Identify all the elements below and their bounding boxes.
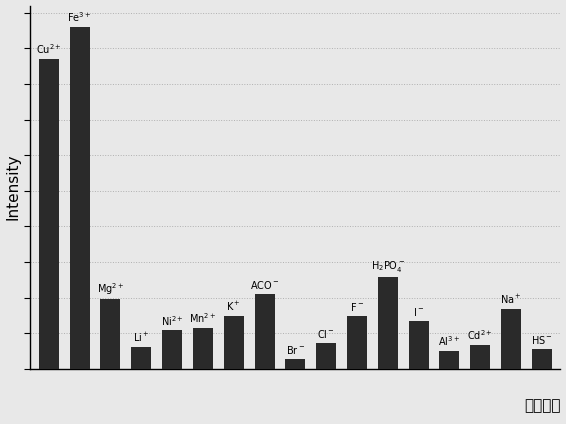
Bar — [316, 343, 336, 369]
Bar — [532, 349, 552, 369]
Bar — [409, 321, 428, 369]
Bar — [70, 27, 89, 369]
Text: Mg$^{2+}$: Mg$^{2+}$ — [97, 281, 124, 296]
Text: ACO$^-$: ACO$^-$ — [250, 279, 280, 291]
Bar — [162, 330, 182, 369]
Text: Cl$^-$: Cl$^-$ — [317, 328, 335, 340]
Text: Ni$^{2+}$: Ni$^{2+}$ — [161, 314, 183, 327]
Text: Cd$^{2+}$: Cd$^{2+}$ — [468, 328, 493, 342]
Text: Br$^-$: Br$^-$ — [286, 344, 305, 356]
Text: Li$^+$: Li$^+$ — [133, 331, 149, 344]
Y-axis label: Intensity: Intensity — [6, 154, 20, 220]
Text: 各种离子: 各种离子 — [524, 398, 560, 413]
Text: HS$^-$: HS$^-$ — [531, 335, 553, 346]
Text: K$^+$: K$^+$ — [226, 300, 241, 313]
Bar — [131, 347, 151, 369]
Bar — [100, 299, 121, 369]
Bar — [224, 316, 244, 369]
Bar — [378, 277, 398, 369]
Text: I$^-$: I$^-$ — [413, 306, 424, 318]
Bar — [347, 316, 367, 369]
Text: Na$^+$: Na$^+$ — [500, 293, 522, 306]
Text: Fe$^{3+}$: Fe$^{3+}$ — [67, 10, 92, 24]
Bar — [470, 345, 490, 369]
Text: Cu$^{2+}$: Cu$^{2+}$ — [36, 42, 62, 56]
Bar — [38, 59, 59, 369]
Bar — [439, 351, 460, 369]
Text: Al$^{3+}$: Al$^{3+}$ — [439, 335, 461, 348]
Bar — [285, 359, 306, 369]
Bar — [501, 309, 521, 369]
Text: F$^-$: F$^-$ — [350, 301, 364, 313]
Bar — [193, 328, 213, 369]
Text: Mn$^{2+}$: Mn$^{2+}$ — [189, 311, 217, 325]
Bar — [255, 294, 275, 369]
Text: H$_2$PO$_4^-$: H$_2$PO$_4^-$ — [371, 259, 405, 274]
